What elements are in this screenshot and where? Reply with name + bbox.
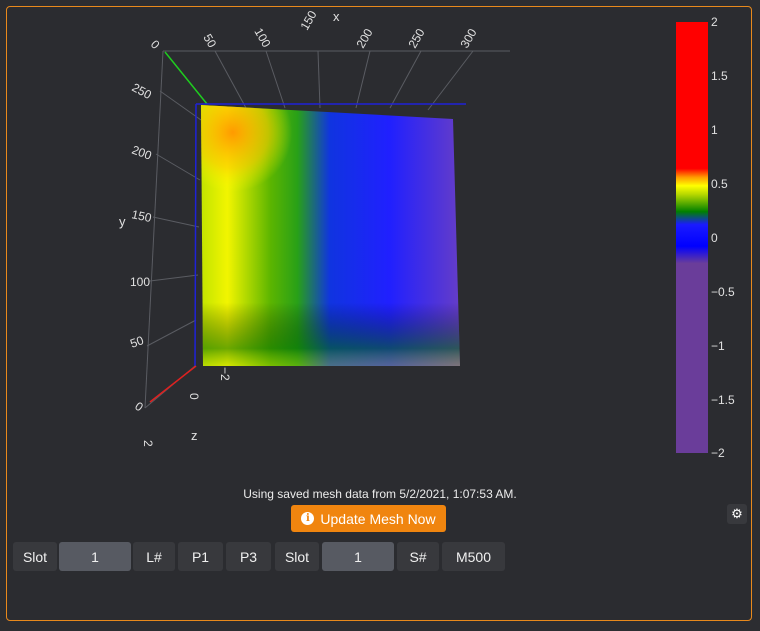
y-tick-label: 0 <box>132 399 146 414</box>
y-tick-label: 100 <box>130 275 150 289</box>
mesh-3d-plot[interactable]: 0 50 100 150 200 250 300 x 0 50 100 150 … <box>0 0 760 480</box>
colorbar-tick-labels: 2 1.5 1 0.5 0 −0.5 −1 −1.5 −2 <box>711 15 735 460</box>
x-tick-label: 50 <box>200 32 219 51</box>
y-tick-label: 50 <box>128 333 146 351</box>
m500-button[interactable]: M500 <box>442 542 505 571</box>
y-tick-label: 250 <box>130 80 155 102</box>
x-tick-label: 200 <box>353 26 375 51</box>
s-hash-button[interactable]: S# <box>397 542 439 571</box>
z-tick-label: −2 <box>218 367 232 381</box>
p3-button[interactable]: P3 <box>226 542 271 571</box>
x-tick-labels: 0 50 100 150 200 250 300 <box>148 8 480 52</box>
x-axis-label: x <box>333 9 340 24</box>
slot-label-2[interactable]: Slot <box>275 542 319 571</box>
y-tick-labels: 0 50 100 150 200 250 <box>128 80 154 414</box>
axis-lines <box>149 51 466 403</box>
colorbar-tick-label: −0.5 <box>711 285 735 299</box>
p1-button[interactable]: P1 <box>178 542 223 571</box>
gear-icon: ⚙ <box>731 506 743 521</box>
update-mesh-button[interactable]: i Update Mesh Now <box>291 505 446 532</box>
settings-button[interactable]: ⚙ <box>727 504 747 524</box>
x-tick-label: 100 <box>251 26 273 51</box>
colorbar-tick-label: 0 <box>711 231 718 245</box>
mesh-status-text: Using saved mesh data from 5/2/2021, 1:0… <box>243 487 517 501</box>
colorbar-tick-label: −2 <box>711 446 725 460</box>
update-mesh-label: Update Mesh Now <box>320 510 436 527</box>
l-hash-button[interactable]: L# <box>133 542 175 571</box>
slot-input-2[interactable]: 1 <box>322 542 394 571</box>
colorbar-tick-label: 1.5 <box>711 69 728 83</box>
x-tick-label: 0 <box>148 37 163 52</box>
z-tick-label: 0 <box>187 393 201 400</box>
colorbar-tick-label: −1 <box>711 339 725 353</box>
x-tick-label: 250 <box>405 26 427 51</box>
mesh-surface <box>201 105 460 366</box>
z-axis-label: z <box>191 428 198 443</box>
colorbar-tick-label: 2 <box>711 15 718 29</box>
colorbar-tick-label: 0.5 <box>711 177 728 191</box>
y-axis-label: y <box>119 214 126 229</box>
z-tick-labels: 2 0 −2 <box>141 367 232 447</box>
colorbar-tick-label: −1.5 <box>711 393 735 407</box>
slot-input-1[interactable]: 1 <box>59 542 131 571</box>
slot-label-1[interactable]: Slot <box>13 542 57 571</box>
colorbar <box>676 22 708 453</box>
x-tick-label: 150 <box>297 8 319 33</box>
y-tick-label: 200 <box>130 143 154 163</box>
colorbar-tick-label: 1 <box>711 123 718 137</box>
grid-lines <box>144 50 510 409</box>
x-tick-label: 300 <box>457 26 479 51</box>
z-tick-label: 2 <box>141 440 155 447</box>
y-tick-label: 150 <box>130 207 153 225</box>
info-icon: i <box>301 512 315 525</box>
